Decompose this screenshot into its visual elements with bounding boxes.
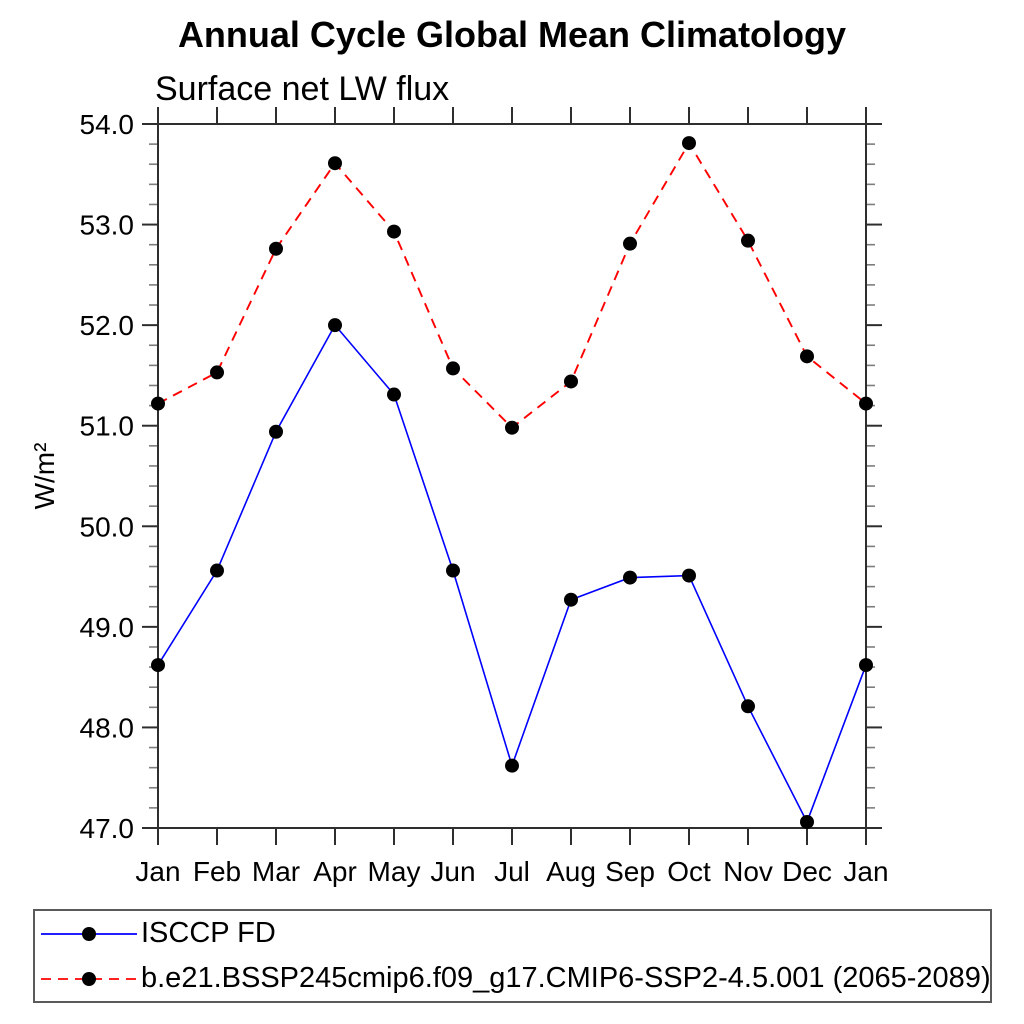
svg-text:May: May <box>368 856 421 887</box>
svg-text:Jul: Jul <box>494 856 530 887</box>
x-ticks <box>157 107 867 845</box>
series-markers-0 <box>151 318 873 829</box>
svg-text:Dec: Dec <box>782 856 832 887</box>
chart-title: Annual Cycle Global Mean Climatology <box>177 14 847 55</box>
legend-item-model-run: b.e21.BSSP245cmip6.f09_g17.CMIP6-SSP2-4.… <box>35 956 991 1001</box>
svg-text:Jan: Jan <box>135 856 180 887</box>
svg-text:Apr: Apr <box>313 856 357 887</box>
svg-text:54.0: 54.0 <box>80 109 135 140</box>
legend-label: b.e21.BSSP245cmip6.f09_g17.CMIP6-SSP2-4.… <box>141 962 991 994</box>
legend: ISCCP FD b.e21.BSSP245cmip6.f09_g17.CMIP… <box>33 909 992 1003</box>
legend-item-isccp-fd: ISCCP FD <box>35 911 990 956</box>
svg-text:Feb: Feb <box>193 856 241 887</box>
svg-text:Jun: Jun <box>430 856 475 887</box>
svg-text:50.0: 50.0 <box>80 511 135 542</box>
y-tick-labels: 47.0 48.0 49.0 50.0 51.0 52.0 53.0 54.0 <box>80 109 135 844</box>
series-line-1 <box>157 141 867 429</box>
chart-subtitle: Surface net LW flux <box>155 70 450 108</box>
svg-text:48.0: 48.0 <box>80 712 135 743</box>
svg-text:Sep: Sep <box>605 856 655 887</box>
series-markers-1 <box>151 136 873 435</box>
y-major-ticks <box>142 123 882 829</box>
axis-box <box>157 123 867 829</box>
svg-text:Nov: Nov <box>723 856 773 887</box>
series-line-0 <box>157 323 867 824</box>
svg-text:Mar: Mar <box>252 856 300 887</box>
svg-text:52.0: 52.0 <box>80 310 135 341</box>
legend-line-sample-icon <box>41 926 137 941</box>
svg-text:Aug: Aug <box>546 856 596 887</box>
svg-text:49.0: 49.0 <box>80 612 135 643</box>
svg-text:51.0: 51.0 <box>80 411 135 442</box>
legend-line-sample-icon <box>41 971 137 986</box>
svg-text:Oct: Oct <box>667 856 711 887</box>
x-tick-labels: Jan Feb Mar Apr May Jun Jul Aug Sep Oct Nov Dec Jan <box>135 856 888 887</box>
svg-text:47.0: 47.0 <box>80 813 135 844</box>
svg-text:Jan: Jan <box>843 856 888 887</box>
legend-label: ISCCP FD <box>141 917 276 949</box>
svg-text:53.0: 53.0 <box>80 210 135 241</box>
